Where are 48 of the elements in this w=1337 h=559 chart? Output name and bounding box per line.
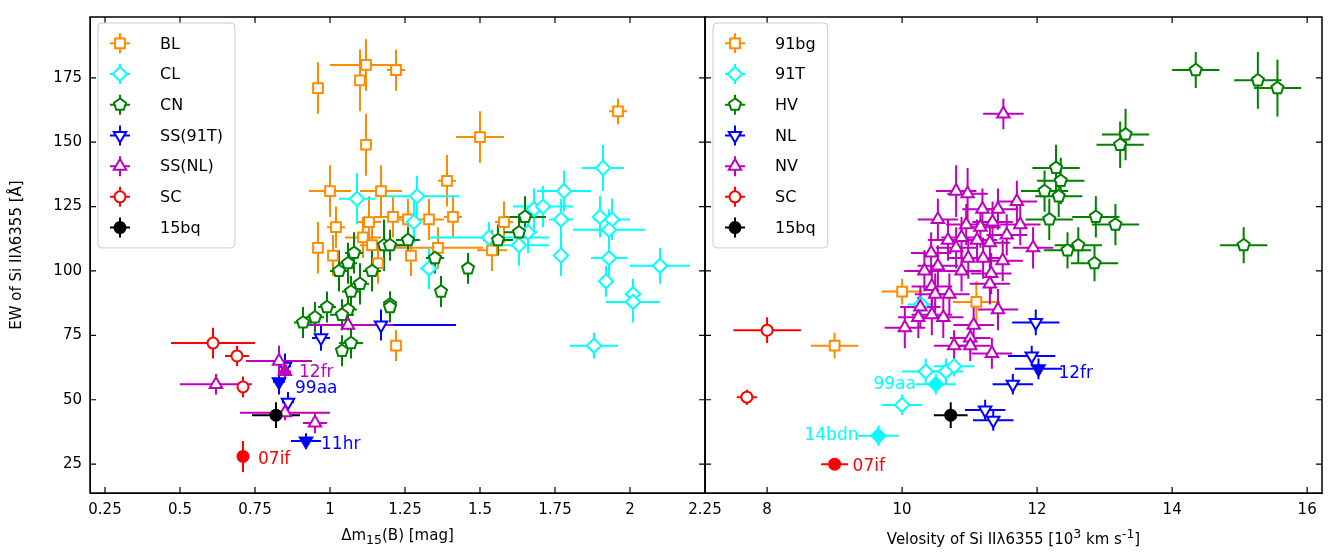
- x-tick-label: 16: [1297, 499, 1317, 518]
- x-tick-label: 0.25: [88, 499, 122, 518]
- y-tick-label: 75: [62, 325, 82, 344]
- y-axis-title: EW of Si IIλ6355 [Å]: [7, 180, 25, 330]
- point: [433, 284, 449, 298]
- x-tick-label: 14: [1162, 499, 1182, 518]
- point: [390, 339, 402, 352]
- annotation: 14bdn: [804, 424, 859, 445]
- legend-label: NL: [775, 125, 796, 145]
- y-tick-label: 50: [62, 389, 82, 408]
- legend-label: 91bg: [775, 33, 816, 53]
- legend-label: HV: [775, 94, 799, 114]
- legend-label: SS(91T): [160, 125, 223, 145]
- annotation: 12fr: [1058, 362, 1094, 383]
- x-tick-label: 2.25: [688, 499, 722, 518]
- x-tick-label: 0.75: [238, 499, 272, 518]
- x-tick-label: 1.5: [468, 499, 492, 518]
- x-tick-label: 10: [892, 499, 912, 518]
- x-axis-title: Velosity of Si IIλ6355 [10$^{3}$ km s$^{-1}$]: [886, 526, 1141, 548]
- x-axis-title: Δm$_{15}$(B) [mag]: [341, 526, 454, 547]
- x-tick-label: 2: [625, 499, 635, 518]
- legend-label: NV: [775, 156, 798, 176]
- legend-label: BL: [160, 33, 180, 53]
- y-tick-label: 175: [53, 67, 82, 86]
- annotation: 07if: [852, 454, 886, 475]
- y-tick-label: 25: [62, 454, 82, 473]
- y-tick-label: 125: [53, 196, 82, 215]
- annotation: 07if: [258, 447, 292, 468]
- x-tick-label: 12: [1027, 499, 1047, 518]
- annotation: 99aa: [873, 372, 916, 393]
- legend-label: 91T: [775, 64, 806, 84]
- x-tick-label: 1: [325, 499, 335, 518]
- x-tick-label: 0.5: [168, 499, 192, 518]
- legend-label: 15bq: [775, 217, 816, 237]
- legend-label: 15bq: [160, 217, 201, 237]
- point: [552, 247, 570, 264]
- annotation: 11hr: [321, 433, 361, 454]
- x-tick-label: 8: [762, 499, 772, 518]
- legend-label: CL: [160, 64, 181, 84]
- x-tick-label: 1.75: [538, 499, 572, 518]
- x-tick-label: 1.25: [388, 499, 422, 518]
- y-tick-label: 150: [53, 132, 82, 151]
- y-tick-label: 100: [53, 260, 82, 279]
- legend-label: CN: [160, 94, 184, 114]
- legend-label: SS(NL): [160, 156, 214, 176]
- point: [312, 241, 324, 254]
- legend-label: SC: [160, 187, 182, 207]
- legend-label: SC: [775, 187, 797, 207]
